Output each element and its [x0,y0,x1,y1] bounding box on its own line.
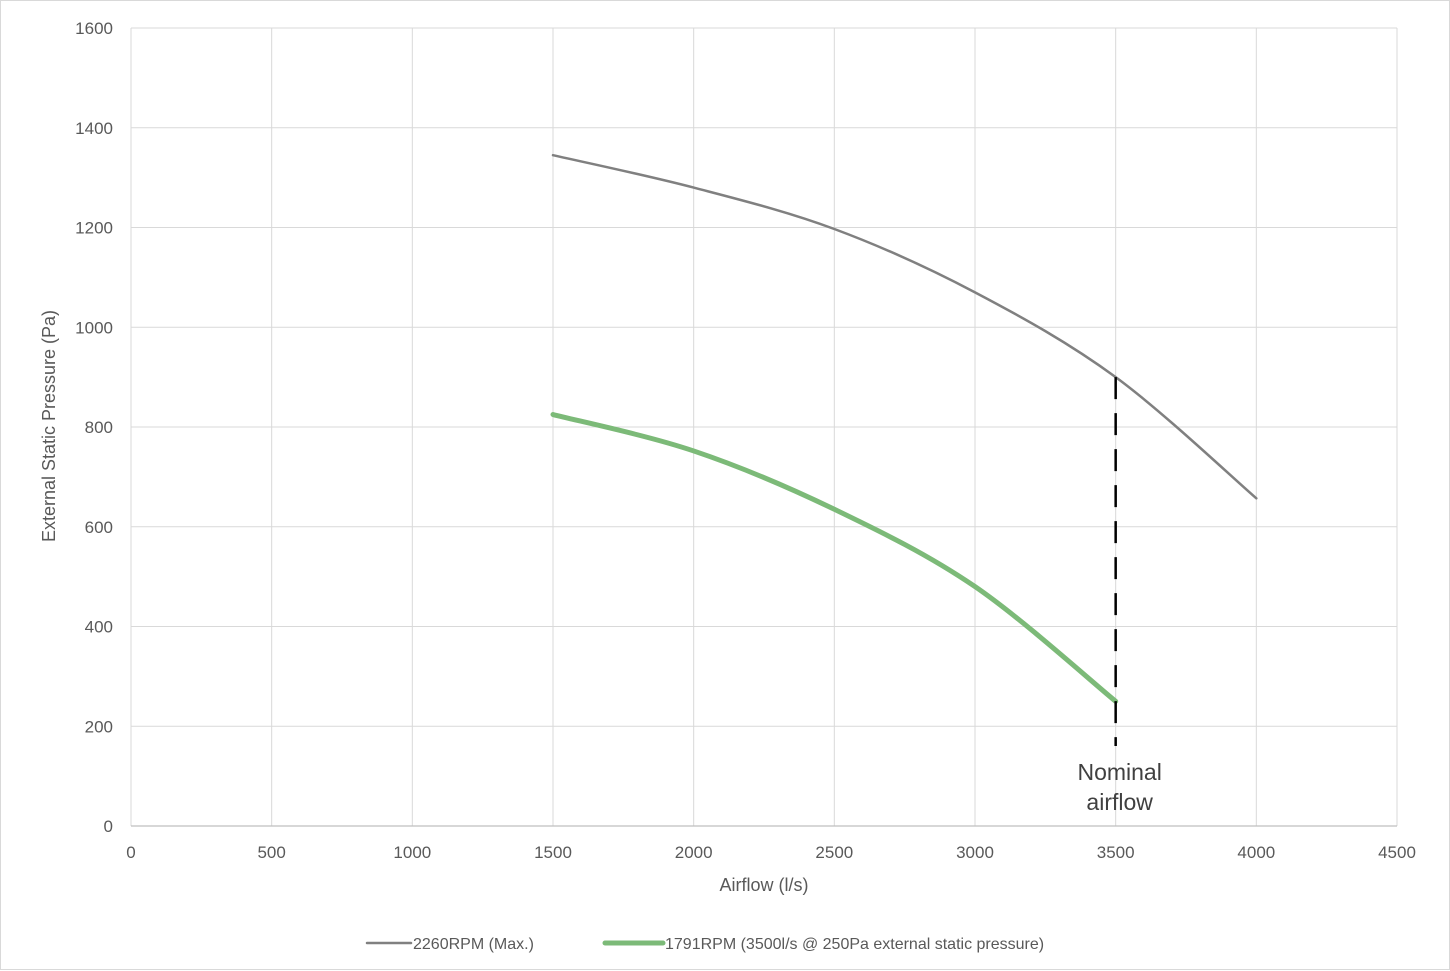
annotation-text-line: Nominal [1077,759,1161,785]
legend: 2260RPM (Max.) 1791RPM (3500l/s @ 250Pa e… [365,936,1044,953]
x-tick-label: 500 [257,843,285,862]
y-tick-label: 400 [85,618,113,637]
x-tick-label: 1500 [534,843,572,862]
x-tick-label: 4500 [1378,843,1416,862]
y-tick-label: 600 [85,518,113,537]
series-line-2 [550,412,1119,704]
y-tick-label: 800 [85,418,113,437]
x-tick-label: 1000 [393,843,431,862]
x-tick-label: 0 [126,843,135,862]
x-tick-label: 2000 [675,843,713,862]
series-lines [550,153,1258,704]
y-tick-label: 0 [104,817,113,836]
y-tick-label: 1200 [75,219,113,238]
y-axis-tick-labels: 0 200 400 600 800 1000 1200 1400 1600 [75,19,113,836]
y-axis-title: External Static Pressure (Pa) [39,310,59,542]
x-tick-label: 4000 [1237,843,1275,862]
y-tick-label: 1600 [75,19,113,38]
y-tick-label: 200 [85,717,113,736]
x-axis-title: Airflow (l/s) [720,875,809,895]
x-axis-tick-labels: 0 500 1000 1500 2000 2500 3000 3500 4000 4500 [126,843,1416,862]
y-tick-label: 1400 [75,119,113,138]
grid-lines [130,27,1398,826]
y-tick-label: 1000 [75,318,113,337]
legend-label-1: 2260RPM (Max.) [413,936,534,953]
x-tick-label: 3000 [956,843,994,862]
x-tick-label: 2500 [815,843,853,862]
x-tick-label: 3500 [1097,843,1135,862]
series-line-1 [551,153,1258,500]
legend-label-2: 1791RPM (3500l/s @ 250Pa external static… [665,936,1044,953]
annotation-text-line: airflow [1086,789,1153,815]
nominal-airflow-annotation: Nominal airflow [1077,377,1162,815]
